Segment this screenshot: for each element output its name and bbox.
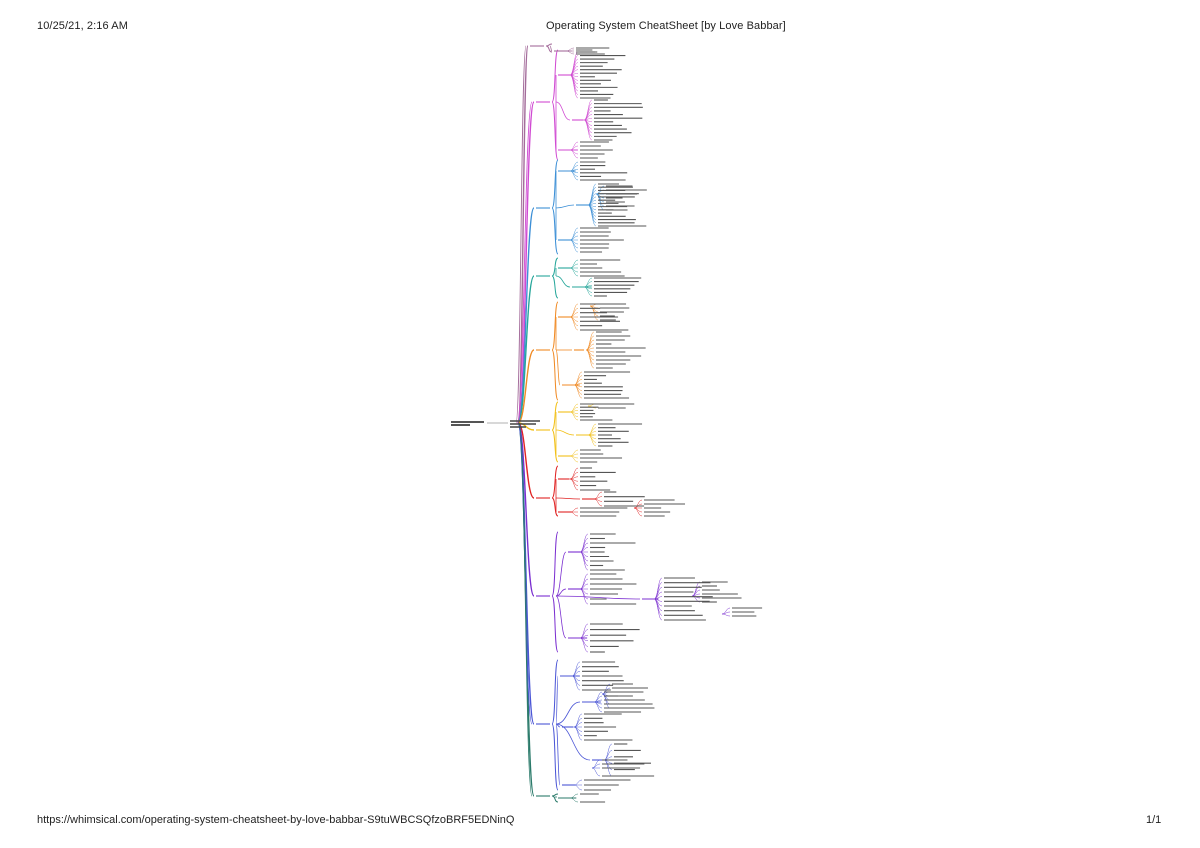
leaf-link (569, 478, 579, 491)
branch-link (517, 422, 535, 499)
mind-map-text-blocks (530, 45, 763, 803)
outer-link (518, 422, 533, 797)
leaf-link (569, 267, 579, 277)
branch-link (517, 422, 535, 725)
nested-link (591, 767, 601, 777)
leaf-link (573, 384, 583, 395)
root-node (450, 420, 486, 427)
leaf-link (603, 743, 613, 761)
leaf-link (569, 161, 579, 172)
subtopic-link (555, 723, 561, 786)
nested-link (589, 305, 599, 317)
subtopic-link (555, 551, 567, 597)
nested-link (721, 613, 731, 617)
branch-bracket (551, 793, 559, 803)
leaf-link (583, 277, 593, 288)
leaf-link (573, 779, 583, 786)
branch-bracket (551, 465, 559, 517)
leaf-link (569, 403, 579, 413)
branch-bracket (551, 159, 559, 255)
subtopic-link (555, 497, 581, 500)
nested-link (721, 611, 731, 615)
mind-map-links (515, 43, 731, 803)
leaf-link (569, 74, 579, 99)
subtopic-link (555, 101, 571, 121)
subtopic-link (555, 595, 641, 600)
page-url: https://whimsical.com/operating-system-c… (37, 814, 515, 826)
branch-bracket (551, 49, 559, 161)
leaf-link (569, 507, 579, 513)
leaf-link (583, 286, 593, 297)
print-date: 10/25/21, 2:16 AM (37, 20, 128, 32)
branch-bracket (551, 531, 559, 653)
leaf-link (653, 598, 663, 621)
branch-link (517, 275, 535, 424)
leaf-link (569, 467, 579, 480)
branch-bracket (551, 301, 559, 401)
mind-map-root (450, 420, 540, 428)
outer-link (515, 45, 527, 424)
leaf-link (573, 375, 583, 386)
branch-bracket (545, 43, 553, 53)
branch-bracket (551, 659, 559, 791)
branch-bracket (551, 401, 559, 463)
leaf-link (573, 726, 583, 741)
leaf-link (569, 410, 579, 413)
outer-link (516, 101, 533, 424)
subtopic-link (555, 349, 561, 386)
leaf-link (593, 701, 603, 713)
leaf-link (579, 637, 589, 653)
subtopic-link (549, 45, 553, 52)
nested-link (691, 593, 701, 597)
page-number: 1/1 (1146, 814, 1162, 826)
leaf-link (593, 691, 603, 703)
leaf-link (579, 533, 589, 553)
subtopic-link (555, 275, 571, 288)
branch-bracket (551, 257, 559, 299)
subtopic-link (555, 701, 581, 725)
leaf-link (569, 170, 579, 181)
subtopic-link (555, 204, 575, 209)
subtopic-link (555, 675, 559, 725)
nested-link (633, 507, 643, 517)
leaf-link (569, 476, 579, 480)
leaf-link (569, 511, 579, 517)
leaf-link (585, 349, 595, 369)
leaf-link (579, 551, 589, 571)
leaf-link (569, 793, 579, 799)
leaf-link (583, 119, 593, 141)
leaf-link (573, 784, 583, 791)
leaf-link (579, 623, 589, 639)
subtopic-link (555, 595, 567, 639)
leaf-link (569, 797, 579, 803)
page-title: Operating System CheatSheet [by Love Bab… (546, 20, 786, 32)
subtopic-link (555, 723, 591, 761)
subtopic-link (555, 429, 575, 436)
leaf-link (587, 204, 597, 227)
leaf-link (569, 411, 579, 421)
